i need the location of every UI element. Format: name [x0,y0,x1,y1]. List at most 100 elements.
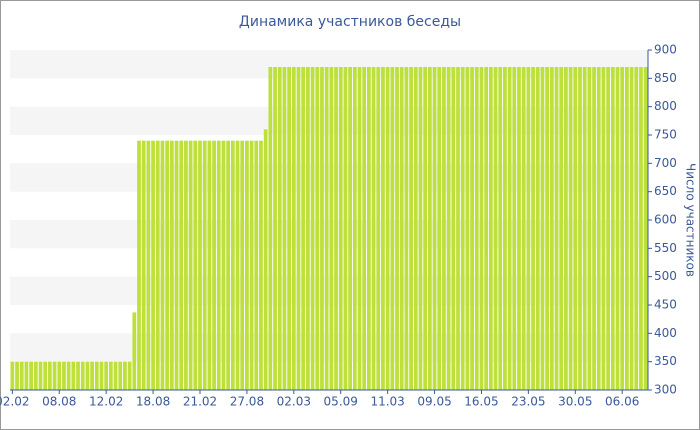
bar [488,67,493,390]
bar [254,140,259,390]
bar [625,67,629,390]
bar [437,67,442,390]
bar [498,67,503,390]
bar [306,67,310,390]
bar [245,140,249,390]
bar [456,67,460,390]
bar [263,129,268,391]
y-tick-label: 750 [654,128,677,142]
bar [338,67,343,390]
bar [174,140,179,390]
bar [545,67,550,390]
y-tick-label: 500 [654,269,677,283]
bar [470,67,474,390]
x-tick-label: 09.05 [417,395,451,409]
y-tick-label: 900 [654,43,677,57]
bar [484,67,489,390]
bar [423,67,428,390]
bar [629,67,634,390]
y-tick-label: 300 [654,383,677,397]
bar [127,361,132,390]
bar [268,67,273,390]
y-tick-label: 450 [654,298,677,312]
bar [596,67,601,390]
bar [273,67,277,390]
y-tick-label: 650 [654,184,677,198]
bar [413,67,418,390]
bar [643,67,648,390]
bar [85,361,90,390]
chart-title: Динамика участников беседы [239,14,461,30]
bar [108,361,113,390]
bar [301,67,306,390]
bar [80,361,85,390]
bar [282,67,287,390]
bar [169,140,174,390]
bar [123,361,127,390]
bar [615,67,620,390]
bar [19,361,24,390]
bar [381,67,385,390]
bar [587,67,592,390]
bar [601,67,606,390]
bar [94,361,99,390]
bar [47,361,52,390]
bar [52,361,57,390]
bar [446,67,451,390]
bar [371,67,376,390]
x-tick-label: 06.06 [605,395,639,409]
bar [198,140,202,390]
bar [43,361,48,390]
bar [573,67,578,390]
bar [568,67,573,390]
bar [442,67,446,390]
x-tick-label: 21.02 [183,395,217,409]
bar [132,312,137,390]
x-tick-label: 02.03 [277,395,311,409]
bar [160,140,165,390]
bar [240,140,245,390]
bar [507,67,512,390]
y-tick-label: 800 [654,99,677,113]
bar [33,361,38,390]
bar [639,67,643,390]
bar [226,140,231,390]
bar [296,67,301,390]
bar [385,67,390,390]
bar [137,140,141,390]
bar [554,67,559,390]
bar [310,67,315,390]
bar [362,67,367,390]
bar [320,67,324,390]
bar [531,67,535,390]
bar [517,67,521,390]
bar [427,67,432,390]
bar [141,140,146,390]
bar [526,67,531,390]
bar [559,67,564,390]
bar [479,67,484,390]
bar [212,140,216,390]
bar [259,140,263,390]
bar [291,67,296,390]
y-axis-label: Число участников [684,163,698,277]
y-tick-label: 700 [654,156,677,170]
x-tick-label: 11.03 [370,395,404,409]
bar [578,67,582,390]
x-tick-label: 05.09 [324,395,358,409]
x-tick-label: 27.08 [230,395,264,409]
bar [474,67,479,390]
bar [451,67,456,390]
bar [24,361,29,390]
bar [29,361,33,390]
y-tick-label: 850 [654,71,677,85]
bar [71,361,76,390]
bar [610,67,615,390]
bar [118,361,123,390]
bar [395,67,399,390]
bar [409,67,413,390]
bar [418,67,423,390]
bar [357,67,362,390]
bar [287,67,292,390]
